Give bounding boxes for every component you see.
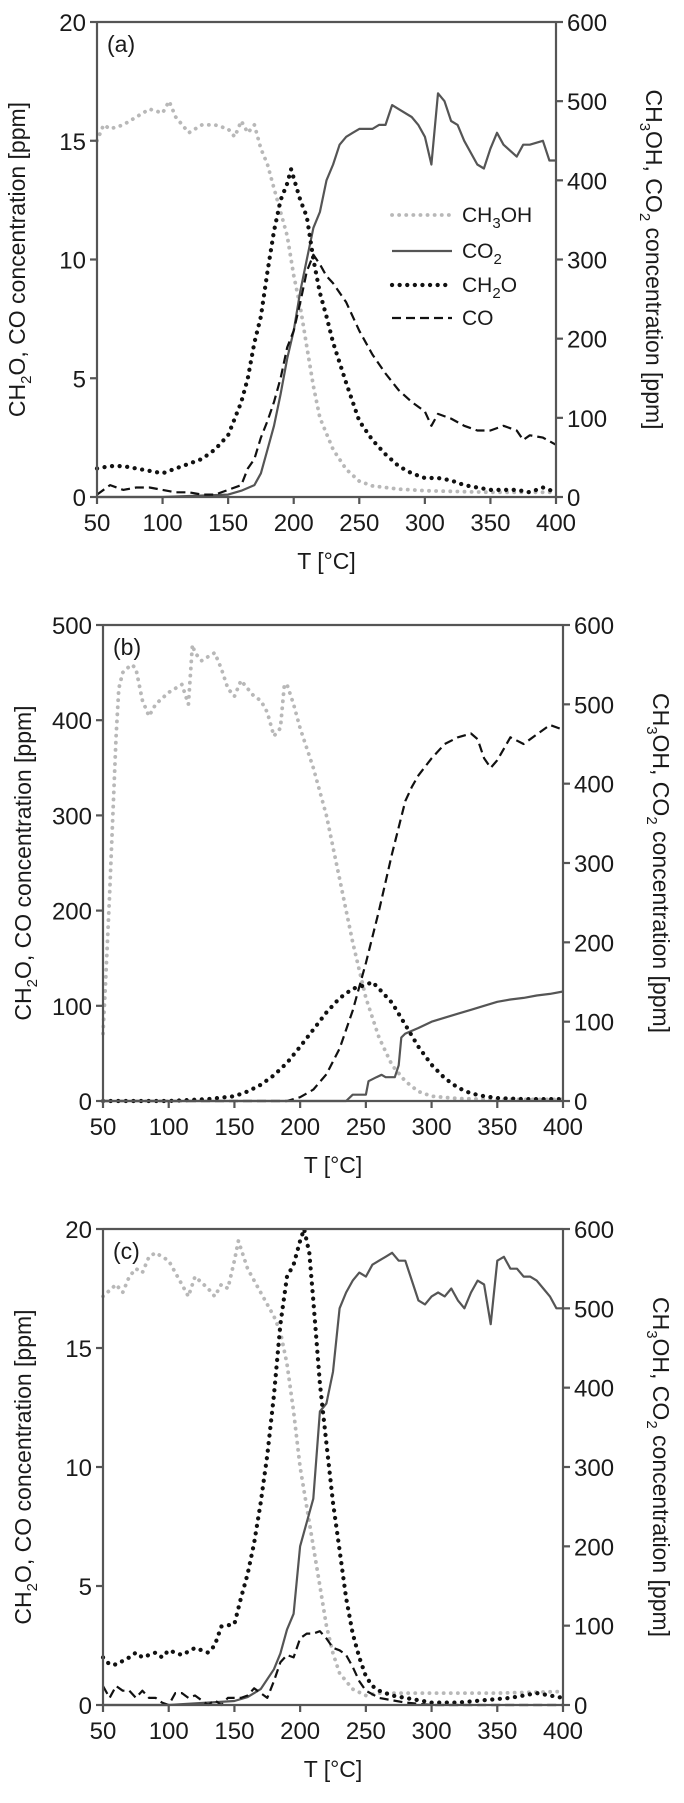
series-co xyxy=(103,723,564,1103)
left-y-tick-label: 20 xyxy=(59,10,86,37)
right-y-tick-label: 0 xyxy=(574,1089,587,1116)
right-y-tick-label: 500 xyxy=(574,1296,614,1323)
panel-tag: (b) xyxy=(113,634,141,660)
left-y-tick-label: 15 xyxy=(59,129,86,156)
x-tick-label: 400 xyxy=(543,1718,583,1745)
x-tick-label: 100 xyxy=(143,510,183,537)
x-axis-title: T [°C] xyxy=(297,548,356,574)
right-y-tick-label: 400 xyxy=(574,772,614,799)
right-y-tick-label: 200 xyxy=(567,327,607,354)
right-y-tick-label: 100 xyxy=(574,1010,614,1037)
right-y-tick-label: 300 xyxy=(574,851,614,878)
left-y-tick-label: 20 xyxy=(65,1217,92,1244)
x-tick-label: 300 xyxy=(405,510,445,537)
legend-label: CH3OH xyxy=(462,204,532,232)
series-group xyxy=(94,92,559,499)
x-tick-label: 350 xyxy=(470,510,510,537)
right-y-tick-label: 600 xyxy=(567,10,607,37)
series-group xyxy=(100,642,566,1104)
x-tick-label: 50 xyxy=(90,1114,117,1141)
series-group xyxy=(100,1226,566,1707)
legend: CH3OH CO2 CH2O CO xyxy=(389,204,532,330)
right-y-tick-label: 100 xyxy=(574,1614,614,1641)
x-tick-label: 300 xyxy=(412,1718,452,1745)
series-co2 xyxy=(97,92,556,499)
left-y-tick-label: 10 xyxy=(59,248,86,275)
left-y-tick-label: 5 xyxy=(73,366,86,393)
series-co xyxy=(102,1630,563,1707)
right-y-tick-label: 0 xyxy=(574,1693,587,1720)
series-co2 xyxy=(103,1251,563,1707)
x-tick-label: 150 xyxy=(214,1718,254,1745)
left-y-axis-title: CH2O, CO concentration [ppm] xyxy=(10,1309,41,1624)
left-y-tick-label: 400 xyxy=(52,708,92,735)
series-co xyxy=(96,253,557,496)
x-tick-label: 400 xyxy=(543,1114,583,1141)
x-tick-label: 200 xyxy=(280,1114,320,1141)
x-tick-label: 250 xyxy=(339,510,379,537)
left-y-tick-label: 5 xyxy=(79,1574,92,1601)
x-tick-label: 100 xyxy=(149,1114,189,1141)
x-tick-label: 250 xyxy=(346,1718,386,1745)
left-y-tick-label: 500 xyxy=(52,613,92,640)
x-tick-label: 200 xyxy=(280,1718,320,1745)
right-y-tick-label: 200 xyxy=(574,930,614,957)
x-tick-label: 400 xyxy=(536,510,576,537)
series-ch2o xyxy=(100,1226,566,1705)
x-tick-label: 350 xyxy=(477,1718,517,1745)
legend-label: CO xyxy=(462,307,494,330)
x-tick-label: 200 xyxy=(274,510,314,537)
left-y-axis-title: CH2O, CO concentration [ppm] xyxy=(4,102,35,417)
right-y-tick-label: 200 xyxy=(574,1534,614,1561)
left-y-axis-title: CH2O, CO concentration [ppm] xyxy=(10,705,41,1020)
series-ch3oh xyxy=(101,642,565,1102)
right-y-tick-label: 100 xyxy=(567,406,607,433)
legend-label: CH2O xyxy=(462,274,517,302)
left-y-tick-label: 10 xyxy=(65,1455,92,1482)
x-tick-label: 250 xyxy=(346,1114,386,1141)
x-tick-label: 300 xyxy=(412,1114,452,1141)
right-y-tick-label: 600 xyxy=(574,1217,614,1244)
left-y-tick-label: 0 xyxy=(73,485,86,512)
left-y-tick-label: 0 xyxy=(79,1693,92,1720)
x-tick-label: 350 xyxy=(477,1114,517,1141)
right-y-axis-title: CH3OH, CO2 concentration [ppm] xyxy=(643,693,674,1033)
right-y-axis-title: CH3OH, CO2 concentration [ppm] xyxy=(636,89,667,429)
right-y-tick-label: 500 xyxy=(567,89,607,116)
x-tick-label: 150 xyxy=(208,510,248,537)
panel-tag: (c) xyxy=(113,1238,140,1264)
x-tick-label: 100 xyxy=(149,1718,189,1745)
x-axis-title: T [°C] xyxy=(304,1152,363,1178)
series-ch2o xyxy=(94,167,559,495)
panel-tag: (a) xyxy=(107,31,135,57)
x-tick-label: 50 xyxy=(84,510,111,537)
left-y-tick-label: 100 xyxy=(52,994,92,1021)
x-tick-label: 50 xyxy=(90,1718,117,1745)
right-y-axis-title: CH3OH, CO2 concentration [ppm] xyxy=(643,1297,674,1637)
right-y-tick-label: 500 xyxy=(574,692,614,719)
series-ch3oh xyxy=(101,1239,565,1698)
left-y-tick-label: 300 xyxy=(52,803,92,830)
right-y-tick-label: 300 xyxy=(567,248,607,275)
series-ch3oh xyxy=(95,99,558,495)
right-y-tick-label: 600 xyxy=(574,613,614,640)
panel-c: 50 100 150 200 250 300 350 40005101520010020030… xyxy=(10,1217,674,1782)
right-y-tick-label: 400 xyxy=(574,1376,614,1403)
right-y-tick-label: 400 xyxy=(567,168,607,195)
series-ch2o xyxy=(100,979,566,1104)
right-y-tick-label: 0 xyxy=(567,485,580,512)
series-co2 xyxy=(103,990,564,1103)
legend-label: CO2 xyxy=(462,240,502,268)
left-y-tick-label: 200 xyxy=(52,899,92,926)
left-y-tick-label: 0 xyxy=(79,1089,92,1116)
left-y-tick-label: 15 xyxy=(65,1336,92,1363)
x-axis-title: T [°C] xyxy=(304,1756,363,1782)
panel-b: 50 100 150 200 250 300 350 40001002003004005000… xyxy=(10,613,674,1178)
panel-a: 50 100 150 200 250 300 350 40005101520010020030… xyxy=(4,10,667,574)
x-tick-label: 150 xyxy=(214,1114,254,1141)
right-y-tick-label: 300 xyxy=(574,1455,614,1482)
